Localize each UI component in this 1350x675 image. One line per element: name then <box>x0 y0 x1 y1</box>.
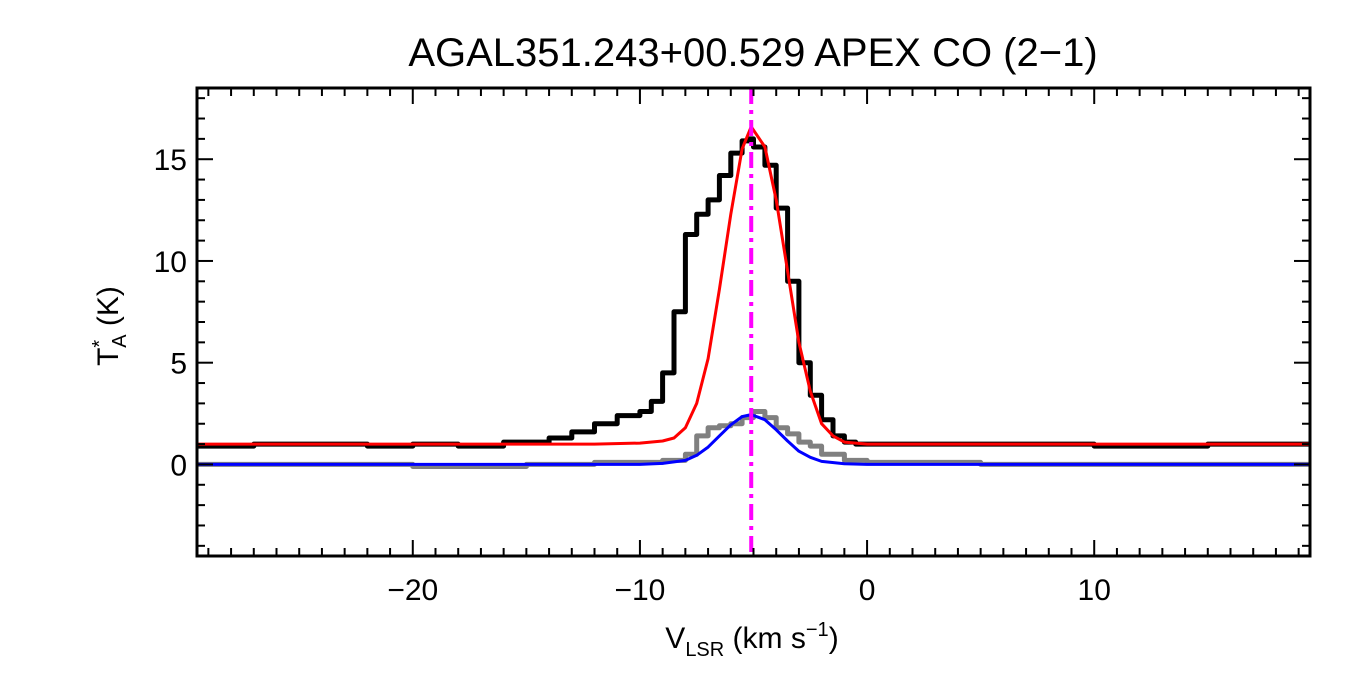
x-tick-label: −20 <box>387 574 438 607</box>
x-axis-label-main: V <box>665 622 685 655</box>
y-axis-label-main: T <box>92 348 125 366</box>
x-axis-label: VLSR (km s−1) <box>665 619 838 661</box>
blue-fit-curve <box>197 413 1310 466</box>
x-tick-label: −10 <box>614 574 665 607</box>
tick-marks <box>197 88 1310 556</box>
chart-title: AGAL351.243+00.529 APEX CO (2−1) <box>408 31 1097 75</box>
x-axis-label-rest: (km s <box>724 622 806 655</box>
y-axis-label: T*A (K) <box>89 286 131 366</box>
x-tick-label: 10 <box>1078 574 1111 607</box>
reference-spectrum-line <box>197 409 1310 469</box>
y-tick-label: 0 <box>170 449 187 482</box>
y-axis-label-sub: A <box>109 334 131 348</box>
plot-frame <box>195 86 1312 558</box>
x-axis-label-sub: LSR <box>685 639 724 661</box>
y-tick-labels: 0 5 10 15 <box>154 144 187 482</box>
y-tick-label: 15 <box>154 144 187 177</box>
x-tick-labels: −20 −10 0 10 <box>387 574 1111 607</box>
y-axis-label-rest: (K) <box>92 286 125 334</box>
y-tick-label: 10 <box>154 246 187 279</box>
y-tick-label: 5 <box>170 348 187 381</box>
red-fit-curve <box>197 125 1310 446</box>
x-tick-label: 0 <box>859 574 876 607</box>
x-axis-label-close: ) <box>829 622 839 655</box>
y-axis-label-sup: * <box>89 340 111 348</box>
series-layer <box>197 125 1310 469</box>
observed-spectrum-line <box>197 136 1310 449</box>
x-axis-label-sup: −1 <box>806 619 829 641</box>
